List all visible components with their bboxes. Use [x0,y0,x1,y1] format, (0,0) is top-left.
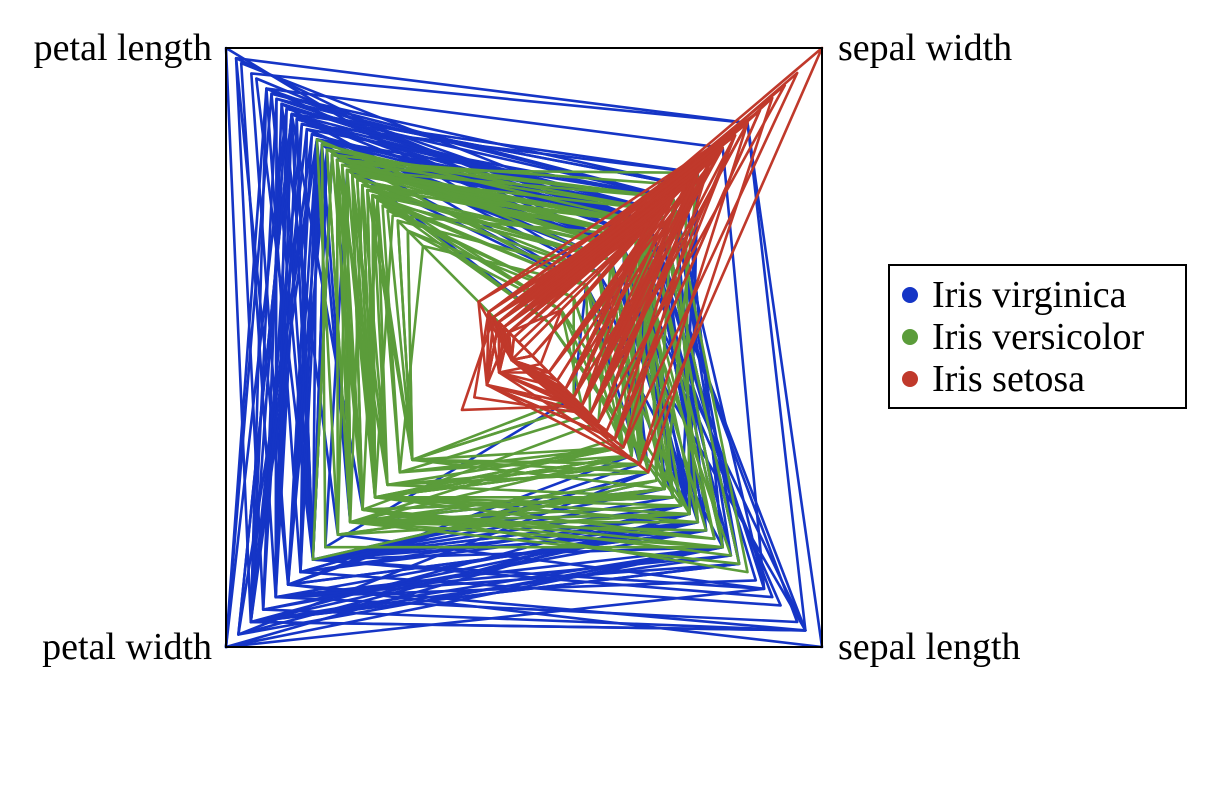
data-polygon [336,168,700,537]
legend-marker [902,371,918,387]
data-polygon [350,173,691,516]
series-layer [224,46,824,649]
data-polygon [340,163,675,512]
data-polygon [355,178,683,507]
anchor-label-petal-length: petal length [34,27,212,69]
data-polygon [350,173,716,541]
plot-frame [225,47,823,648]
data-polygon [502,184,687,408]
data-polygon [330,153,733,557]
data-polygon [311,153,675,561]
legend-label: Iris setosa [932,358,1085,400]
legend-marker [902,329,918,345]
anchor-label-petal-width: petal width [42,626,212,668]
data-polygon [487,121,749,466]
series-iris-setosa [460,46,824,474]
anchor-label-sepal-width: sepal width [838,27,1012,69]
data-polygon [497,221,650,391]
legend-marker [902,287,918,303]
anchor-label-sepal-length: sepal length [838,626,1021,668]
anchor-labels: petal length sepal width sepal length petal… [34,27,1021,668]
data-polygon [335,158,725,549]
legend-label: Iris versicolor [932,316,1144,358]
legend-frame [888,264,1187,409]
legend-label: Iris virginica [932,274,1127,316]
data-polygon [497,308,563,374]
